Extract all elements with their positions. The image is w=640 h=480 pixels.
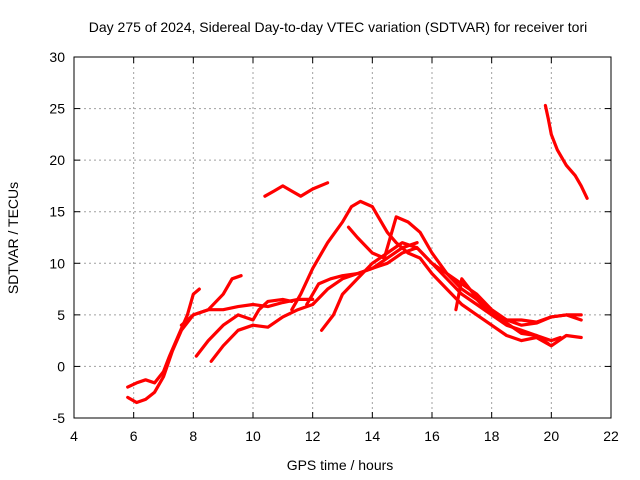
series-arc-12 xyxy=(543,103,589,200)
x-tick-label: 14 xyxy=(365,428,381,444)
x-axis-label: GPS time / hours xyxy=(287,457,394,473)
axis-ticks: 4 6 8 10 12 14 16 18 20 22 -5 0 5 10 15 20 25 30 xyxy=(49,49,619,444)
series-arc-11 xyxy=(454,277,550,346)
x-tick-label: 4 xyxy=(70,428,78,444)
data-series xyxy=(126,103,589,405)
x-tick-label: 6 xyxy=(130,428,138,444)
y-axis-label: SDTVAR / TECUs xyxy=(5,182,21,294)
series-arc-7 xyxy=(290,199,583,348)
y-tick-label: 15 xyxy=(49,204,65,220)
y-tick-label: 0 xyxy=(57,358,65,374)
y-tick-label: 20 xyxy=(49,152,65,168)
series-arc-5 xyxy=(209,241,419,363)
y-tick-label: 25 xyxy=(49,101,65,117)
x-tick-label: 16 xyxy=(424,428,440,444)
chart-title: Day 275 of 2024, Sidereal Day-to-day VTE… xyxy=(89,19,588,35)
plot-frame xyxy=(73,56,612,419)
series-arc-9 xyxy=(320,241,583,332)
y-tick-label: 10 xyxy=(49,255,65,271)
y-tick-label: 5 xyxy=(57,307,65,323)
y-tick-label: -5 xyxy=(53,410,66,426)
x-tick-label: 20 xyxy=(544,428,560,444)
series-arc-4 xyxy=(194,297,294,358)
x-tick-label: 12 xyxy=(305,428,321,444)
x-tick-label: 22 xyxy=(603,428,619,444)
series-arc-8 xyxy=(305,246,583,324)
x-tick-label: 8 xyxy=(189,428,197,444)
grid-lines xyxy=(74,57,611,418)
series-arc-3 xyxy=(179,274,243,327)
series-arc-6 xyxy=(263,181,330,198)
x-tick-label: 10 xyxy=(245,428,261,444)
series-arc-10 xyxy=(346,215,562,343)
x-tick-label: 18 xyxy=(484,428,500,444)
y-tick-label: 30 xyxy=(49,49,65,65)
